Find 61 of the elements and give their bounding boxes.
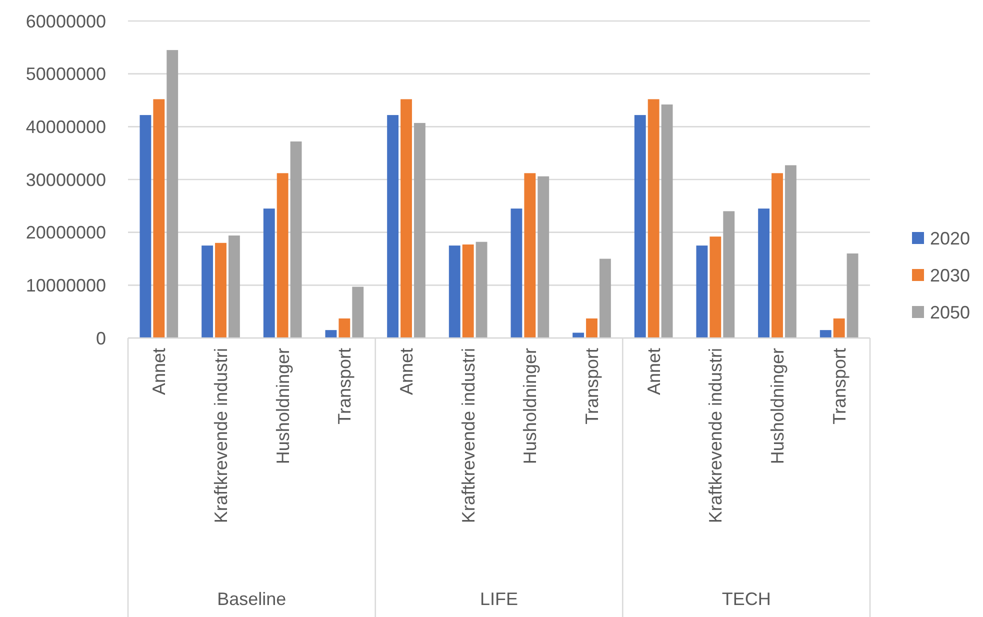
bar [758,208,770,338]
x-tick-label: Annet [396,348,417,396]
bar [648,99,660,338]
text: TECH [722,589,771,609]
bar [510,208,522,338]
y-tick-label: 30000000 [26,170,106,190]
bar [448,246,460,338]
bar [586,318,598,338]
x-tick-label: Kraftkrevende industri [706,348,726,524]
x-tick-label: Husholdninger [768,348,788,464]
x-tick-label: Annet [644,348,664,396]
bar [140,115,152,338]
y-tick-label: 20000000 [26,222,106,243]
bar [166,50,178,338]
x-tick-label: Annet [149,348,170,396]
legend-label: 2030 [930,265,970,286]
x-tick-label: Transport [582,348,602,424]
text: Baseline [217,589,286,609]
bar [202,246,214,338]
bar [696,246,708,338]
x-tick-label: Transport [829,348,850,424]
y-tick-label: 60000000 [26,11,106,32]
bar [387,115,399,338]
x-tick-label: Kraftkrevende industri [211,348,232,524]
bar [710,236,722,338]
text: LIFE [480,589,518,609]
bar [352,286,364,338]
bar [723,211,735,338]
bar [784,165,796,338]
y-tick-label: 0 [96,328,106,348]
x-tick-label: Kraftkrevende industri [458,348,478,524]
bar [153,99,165,338]
bar [820,330,832,338]
bar [634,115,646,338]
bar [325,330,337,338]
bar [400,99,412,338]
bar [476,242,488,338]
bar [263,208,275,338]
bar [215,242,226,338]
bar [846,253,858,338]
x-tick-label: Husholdninger [272,348,293,464]
bar [833,318,845,338]
bar [462,244,474,338]
bar [538,176,550,338]
legend-label: 2050 [930,302,970,322]
y-tick-label: 50000000 [26,64,106,84]
bar [599,258,611,338]
bar [572,332,584,338]
y-tick-label: 10000000 [26,275,106,296]
bar [772,173,783,338]
bar [524,173,536,338]
bar [338,318,350,338]
bar [228,236,240,338]
bar [414,122,426,338]
x-tick-label: Transport [334,348,355,424]
bar [290,141,302,338]
y-tick-label: 40000000 [26,116,106,137]
bar [661,104,673,338]
bar [276,173,288,338]
x-tick-label: Husholdninger [520,348,540,464]
legend-label: 2020 [930,228,970,248]
